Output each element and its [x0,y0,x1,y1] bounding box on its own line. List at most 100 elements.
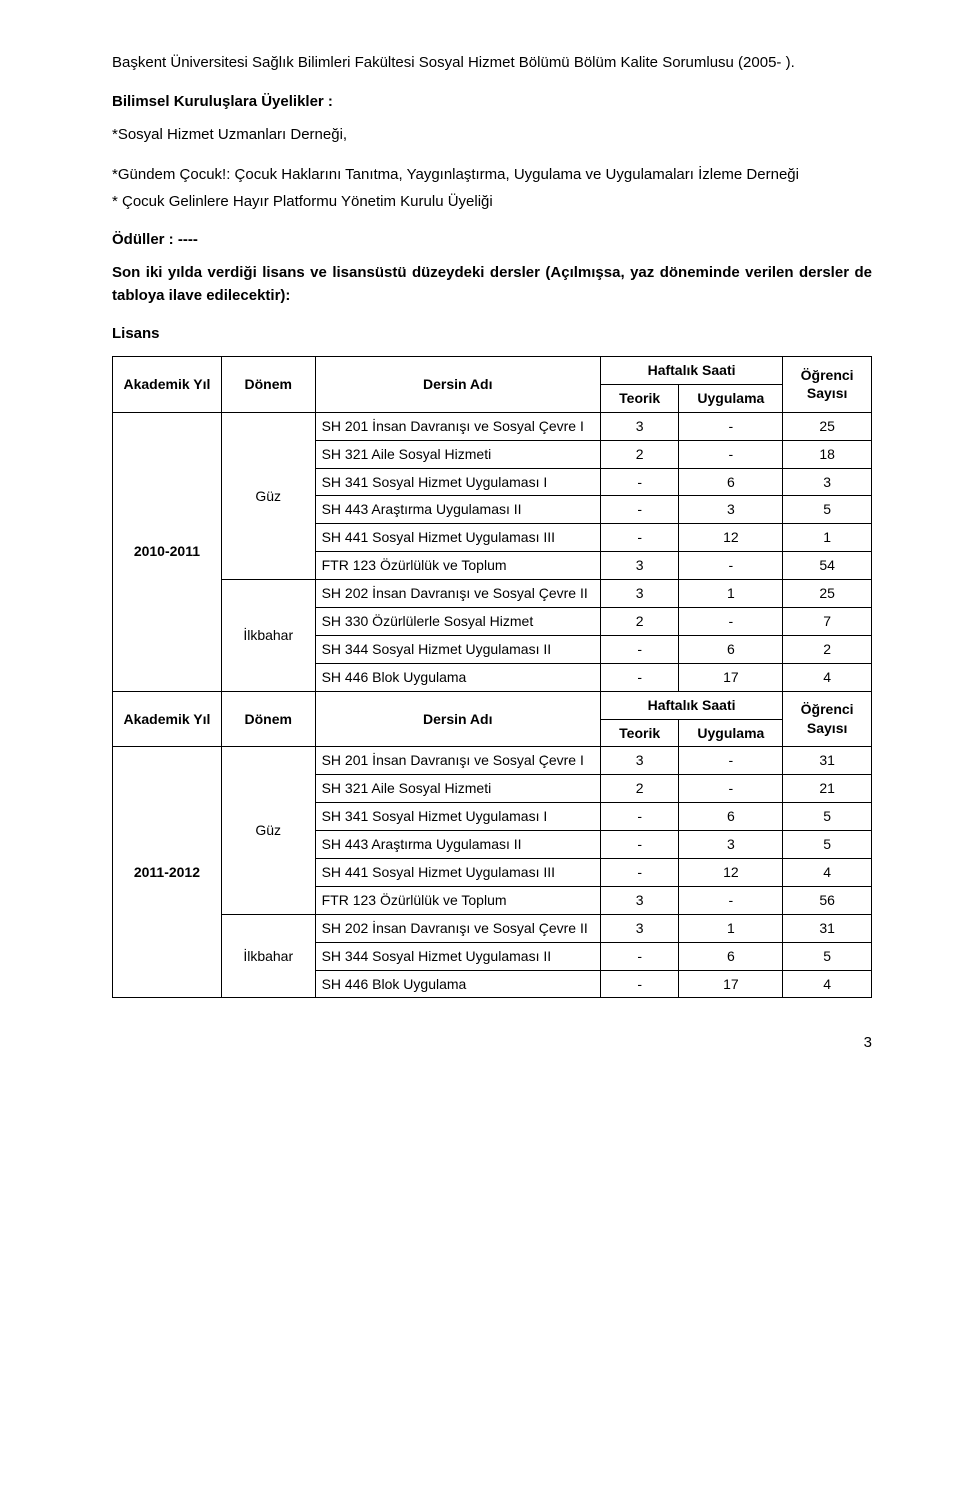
num-cell: - [600,468,679,496]
term-cell: İlkbahar [221,914,315,998]
hdr-theory: Teorik [600,384,679,412]
num-cell: 3 [600,914,679,942]
term-cell: İlkbahar [221,580,315,692]
num-cell: - [600,663,679,691]
num-cell: - [600,803,679,831]
hdr-weekly: Haftalık Saati [600,691,782,719]
intro-paragraph: Başkent Üniversitesi Sağlık Bilimleri Fa… [112,52,872,75]
course-cell: SH 321 Aile Sosyal Hizmeti [315,775,600,803]
year-cell: 2010-2011 [113,412,222,691]
num-cell: - [600,942,679,970]
num-cell: 6 [679,635,783,663]
num-cell: 31 [783,747,872,775]
course-cell: SH 441 Sosyal Hizmet Uygulaması III [315,524,600,552]
course-cell: SH 344 Sosyal Hizmet Uygulaması II [315,942,600,970]
course-cell: SH 446 Blok Uygulama [315,663,600,691]
course-cell: SH 344 Sosyal Hizmet Uygulaması II [315,635,600,663]
num-cell: 3 [783,468,872,496]
table-row: İlkbahar SH 202 İnsan Davranışı ve Sosya… [113,914,872,942]
num-cell: 6 [679,942,783,970]
hdr-term: Dönem [221,691,315,747]
num-cell: 1 [679,580,783,608]
num-cell: - [600,859,679,887]
term-cell: Güz [221,747,315,914]
num-cell: 6 [679,803,783,831]
hdr-year: Akademik Yıl [113,691,222,747]
course-cell: SH 443 Araştırma Uygulaması II [315,496,600,524]
courses-table: Akademik Yıl Dönem Dersin Adı Haftalık S… [112,356,872,998]
membership-1: *Sosyal Hizmet Uzmanları Derneği, [112,124,872,147]
hdr-term: Dönem [221,357,315,413]
num-cell: 25 [783,412,872,440]
table-header-row: Akademik Yıl Dönem Dersin Adı Haftalık S… [113,691,872,719]
hdr-theory: Teorik [600,719,679,747]
heading-lisans: Lisans [112,325,872,342]
hdr-weekly: Haftalık Saati [600,357,782,385]
num-cell: 3 [600,552,679,580]
table-row: 2010-2011 Güz SH 201 İnsan Davranışı ve … [113,412,872,440]
page-number: 3 [112,1034,872,1051]
num-cell: 56 [783,886,872,914]
heading-memberships: Bilimsel Kuruluşlara Üyelikler : [112,93,872,110]
year-cell: 2011-2012 [113,747,222,998]
num-cell: 21 [783,775,872,803]
hdr-course: Dersin Adı [315,357,600,413]
num-cell: 18 [783,440,872,468]
num-cell: - [679,440,783,468]
num-cell: 3 [600,580,679,608]
num-cell: 1 [783,524,872,552]
course-cell: SH 443 Araştırma Uygulaması II [315,831,600,859]
num-cell: 3 [679,831,783,859]
course-cell: FTR 123 Özürlülük ve Toplum [315,886,600,914]
heading-courses: Son iki yılda verdiği lisans ve lisansüs… [112,262,872,307]
num-cell: 12 [679,524,783,552]
num-cell: 6 [679,468,783,496]
num-cell: - [600,635,679,663]
num-cell: 2 [600,608,679,636]
course-cell: SH 202 İnsan Davranışı ve Sosyal Çevre I… [315,580,600,608]
hdr-students: Öğrenci Sayısı [783,691,872,747]
num-cell: 3 [600,412,679,440]
num-cell: 54 [783,552,872,580]
hdr-course: Dersin Adı [315,691,600,747]
course-cell: SH 330 Özürlülerle Sosyal Hizmet [315,608,600,636]
table-row: İlkbahar SH 202 İnsan Davranışı ve Sosya… [113,580,872,608]
hdr-students: Öğrenci Sayısı [783,357,872,413]
num-cell: 4 [783,970,872,998]
num-cell: 1 [679,914,783,942]
num-cell: 25 [783,580,872,608]
membership-3: * Çocuk Gelinlere Hayır Platformu Yöneti… [112,191,872,214]
course-cell: SH 341 Sosyal Hizmet Uygulaması I [315,468,600,496]
num-cell: 17 [679,970,783,998]
num-cell: - [600,970,679,998]
term-cell: Güz [221,412,315,579]
num-cell: 3 [600,886,679,914]
num-cell: 4 [783,663,872,691]
num-cell: 17 [679,663,783,691]
num-cell: 3 [600,747,679,775]
num-cell: 4 [783,859,872,887]
num-cell: 5 [783,803,872,831]
num-cell: 2 [600,440,679,468]
course-cell: SH 202 İnsan Davranışı ve Sosyal Çevre I… [315,914,600,942]
num-cell: 2 [783,635,872,663]
num-cell: - [600,496,679,524]
num-cell: - [679,775,783,803]
num-cell: - [679,412,783,440]
num-cell: 12 [679,859,783,887]
num-cell: - [600,524,679,552]
course-cell: SH 441 Sosyal Hizmet Uygulaması III [315,859,600,887]
course-cell: FTR 123 Özürlülük ve Toplum [315,552,600,580]
num-cell: 31 [783,914,872,942]
num-cell: 3 [679,496,783,524]
table-header-row: Akademik Yıl Dönem Dersin Adı Haftalık S… [113,357,872,385]
num-cell: - [679,886,783,914]
course-cell: SH 321 Aile Sosyal Hizmeti [315,440,600,468]
hdr-practice: Uygulama [679,384,783,412]
course-cell: SH 341 Sosyal Hizmet Uygulaması I [315,803,600,831]
num-cell: - [679,608,783,636]
table-row: 2011-2012 Güz SH 201 İnsan Davranışı ve … [113,747,872,775]
num-cell: - [679,552,783,580]
num-cell: - [600,831,679,859]
num-cell: 5 [783,496,872,524]
